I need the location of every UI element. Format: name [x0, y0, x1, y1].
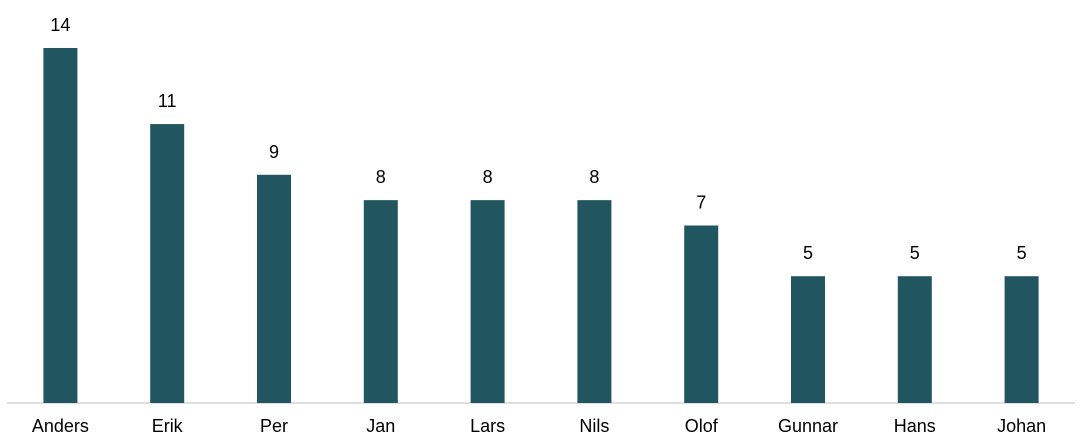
category-labels-group: Anders Erik Per Jan Lars Nils Olof Gunnar Hans Jo… — [32, 416, 1046, 436]
bars-group — [43, 48, 1039, 403]
value-label-lars: 8 — [483, 167, 493, 187]
bar-lars — [470, 200, 505, 403]
bar-gunnar — [791, 276, 825, 403]
value-label-erik: 11 — [158, 91, 177, 111]
value-label-olof: 7 — [696, 193, 706, 213]
category-label-gunnar: Gunnar — [778, 416, 838, 436]
value-label-per: 9 — [269, 142, 279, 162]
value-label-gunnar: 5 — [803, 243, 813, 263]
category-label-nils: Nils — [579, 416, 609, 436]
category-label-olof: Olof — [685, 416, 719, 436]
bar-per — [257, 174, 291, 403]
bar-hans — [897, 276, 932, 403]
category-label-lars: Lars — [470, 416, 505, 436]
category-label-anders: Anders — [32, 416, 89, 436]
category-label-erik: Erik — [152, 416, 184, 436]
value-label-johan: 5 — [1017, 243, 1027, 263]
value-label-jan: 8 — [376, 167, 386, 187]
bar-nils — [577, 200, 612, 403]
bar-jan — [363, 200, 398, 403]
value-label-hans: 5 — [910, 243, 920, 263]
value-label-anders: 14 — [50, 15, 70, 35]
bar-olof — [684, 225, 719, 403]
bar-erik — [150, 124, 185, 403]
value-label-nils: 8 — [589, 167, 599, 187]
category-label-per: Per — [260, 416, 288, 436]
category-label-johan: Johan — [997, 416, 1046, 436]
bar-anders — [43, 48, 78, 403]
category-label-jan: Jan — [366, 416, 395, 436]
bar-johan — [1004, 276, 1039, 403]
category-label-hans: Hans — [894, 416, 936, 436]
value-labels-group: 14 11 9 8 8 8 7 5 5 5 — [50, 15, 1026, 263]
